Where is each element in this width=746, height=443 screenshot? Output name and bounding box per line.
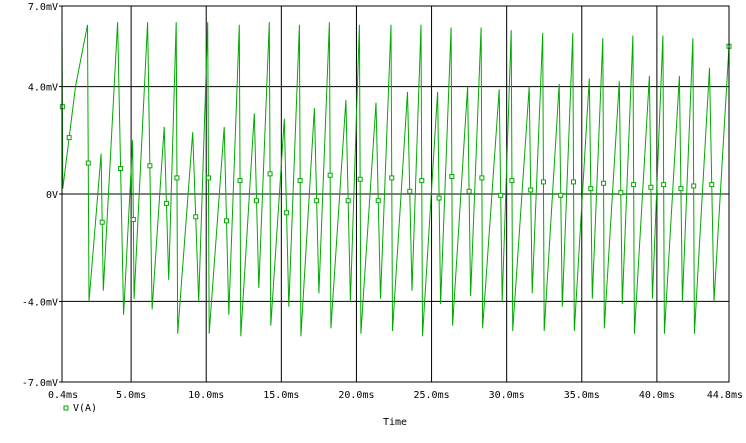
grid-lines <box>61 5 730 383</box>
data-point-marker <box>314 198 320 204</box>
legend-label: V(A) <box>73 403 97 414</box>
x-tick-label: 20.0ms <box>338 390 374 401</box>
data-point-marker <box>466 188 472 194</box>
data-point-marker <box>297 178 303 184</box>
data-point-marker <box>661 182 667 188</box>
legend-marker-square <box>63 405 69 411</box>
x-tick-label: 44.8ms <box>707 390 743 401</box>
y-tick-labels: 7.0mV 4.0mV 0V -4.0mV -7.0mV <box>22 2 62 389</box>
x-tick-label: 35.0ms <box>564 390 600 401</box>
series-layer <box>59 22 732 337</box>
data-point-marker <box>648 184 654 190</box>
data-point-marker <box>284 210 290 216</box>
x-tick-label: 10.0ms <box>188 390 224 401</box>
data-point-marker <box>193 214 199 220</box>
x-axis-title: Time <box>383 417 407 428</box>
data-point-marker <box>419 178 425 184</box>
data-point-marker <box>237 178 243 184</box>
data-point-marker <box>588 186 594 192</box>
data-point-marker <box>540 179 546 185</box>
y-tick-label: -4.0mV <box>22 297 58 308</box>
series-line-v-a <box>61 22 730 337</box>
data-point-marker <box>631 182 637 188</box>
data-point-marker <box>66 135 72 141</box>
data-point-marker <box>205 175 211 181</box>
y-tick-label: 0V <box>46 190 58 201</box>
data-point-marker <box>407 188 413 194</box>
data-point-marker <box>691 183 697 189</box>
y-tick-label: 7.0mV <box>28 2 58 13</box>
data-point-marker <box>130 217 136 223</box>
data-point-marker <box>357 176 363 182</box>
data-point-marker <box>709 182 715 188</box>
x-tick-label: 40.0ms <box>639 390 675 401</box>
data-point-marker <box>436 195 442 201</box>
data-point-marker <box>223 218 229 224</box>
x-tick-label: 30.0ms <box>489 390 525 401</box>
y-tick-label: 4.0mV <box>28 83 58 94</box>
data-point-marker <box>571 179 577 185</box>
data-point-marker <box>327 172 333 178</box>
data-point-marker <box>375 198 381 204</box>
data-point-marker <box>389 175 395 181</box>
legend: V(A) <box>63 403 97 414</box>
x-tick-label: 15.0ms <box>263 390 299 401</box>
x-tick-label: 0.4ms <box>48 390 78 401</box>
data-point-marker <box>267 171 273 177</box>
data-point-marker <box>99 219 105 225</box>
x-tick-label: 5.0ms <box>116 390 146 401</box>
y-tick-label: -7.0mV <box>22 378 58 389</box>
data-point-marker <box>498 192 504 198</box>
data-point-marker <box>147 163 153 169</box>
data-point-marker <box>528 187 534 193</box>
data-point-marker <box>558 192 564 198</box>
data-point-marker <box>85 160 91 166</box>
data-point-marker <box>163 200 169 206</box>
data-point-marker <box>479 175 485 181</box>
data-point-marker <box>618 190 624 196</box>
data-point-marker <box>449 174 455 180</box>
data-point-marker <box>174 175 180 181</box>
x-tick-labels: 0.4ms 5.0ms 10.0ms 15.0ms 20.0ms 25.0ms 30.0ms… <box>48 390 743 401</box>
data-point-marker <box>254 198 260 204</box>
x-tick-label: 25.0ms <box>413 390 449 401</box>
data-point-marker <box>345 198 351 204</box>
data-point-marker <box>118 165 124 171</box>
data-point-marker <box>678 186 684 192</box>
data-point-marker <box>601 180 607 186</box>
data-point-marker <box>509 178 515 184</box>
